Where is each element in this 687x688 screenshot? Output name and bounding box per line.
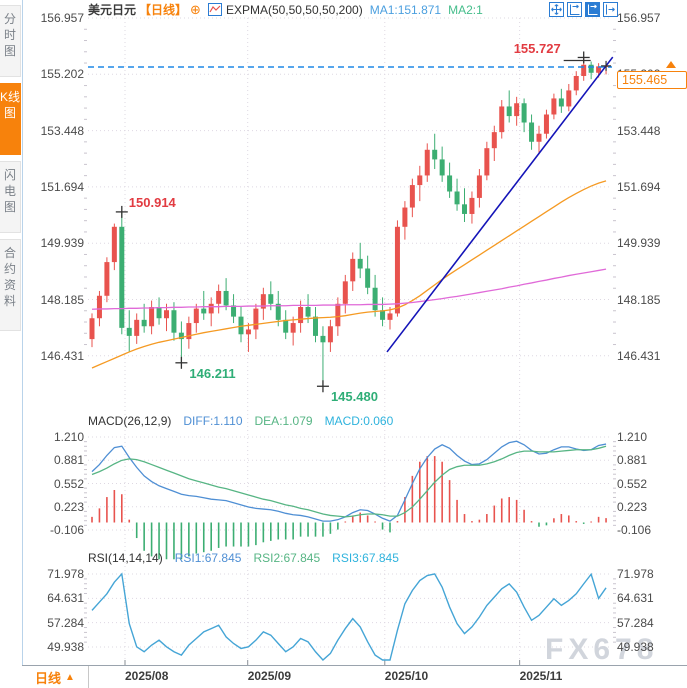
sidebar: 分时图 K线图 闪电图 合约资料 — [0, 0, 23, 687]
main-y-axis-label: 148.185 — [617, 292, 661, 307]
price-marker-label: 146.211 — [189, 365, 236, 381]
indicator-label: EXPMA(50,50,50,50,200) — [225, 2, 363, 17]
main-y-axis-label: 146.431 — [617, 348, 661, 363]
period-tag: 【日线】 — [139, 3, 188, 17]
macd-y-axis-label: 1.210 — [53, 430, 84, 444]
macd-header: MACD(26,12,9) DIFF:1.110 DEA:1.079 MACD:… — [88, 414, 393, 428]
macd-y-axis-label: -0.106 — [617, 523, 652, 537]
sidebar-tab-contract-info[interactable]: 合约资料 — [0, 239, 21, 331]
rsi-y-axis-label: 57.284 — [47, 615, 84, 630]
x-axis-label: 2025/09 — [247, 669, 292, 683]
chart-toolbar — [549, 2, 618, 17]
rsi-y-axis-label: 49.938 — [617, 639, 654, 654]
main-y-axis-label: 151.694 — [40, 179, 84, 194]
main-y-axis-label: 156.957 — [617, 11, 661, 25]
macd-y-axis-label: 0.223 — [53, 499, 84, 514]
rsi-y-axis-label: 71.978 — [47, 567, 84, 581]
macd-diff-value: DIFF:1.110 — [183, 414, 243, 428]
macd-y-axis-label: -0.106 — [49, 523, 84, 537]
rsi-y-axis-label: 57.284 — [617, 615, 654, 630]
macd-value: MACD:0.060 — [324, 414, 394, 428]
main-y-axis-label: 149.939 — [40, 236, 84, 251]
main-y-axis-label: 156.957 — [40, 11, 84, 25]
main-y-axis-label: 155.202 — [40, 67, 84, 82]
x-axis-label: 2025/10 — [384, 669, 429, 683]
x-axis-scale-icon[interactable] — [567, 2, 582, 17]
macd-y-axis-label: 0.881 — [53, 453, 84, 468]
ma2-value: MA2:1 — [448, 2, 483, 17]
rsi2-value: RSI2:67.845 — [253, 551, 321, 565]
main-y-axis-label: 153.448 — [617, 123, 661, 138]
sidebar-tab-kline[interactable]: K线图 — [0, 83, 21, 155]
pan-tool-icon[interactable] — [549, 2, 564, 17]
last-price-box: 155.465 — [617, 70, 687, 89]
macd-dea-value: DEA:1.079 — [254, 414, 313, 428]
main-y-axis-label: 148.185 — [40, 292, 84, 307]
period-selector-label: 日线 — [35, 670, 62, 686]
add-indicator-icon[interactable]: ⊕ — [190, 1, 201, 17]
macd-y-axis-label: 0.223 — [617, 499, 648, 514]
rsi-y-axis-label: 64.631 — [617, 591, 654, 606]
rsi-title: RSI(14,14,14) — [88, 551, 163, 565]
period-up-arrow-icon: ▲ — [65, 671, 75, 683]
main-y-axis-label: 151.694 — [617, 179, 661, 194]
price-marker-label: 145.480 — [330, 389, 378, 405]
y-axis-scale-icon[interactable] — [585, 2, 600, 17]
x-axis-label: 2025/11 — [519, 669, 563, 683]
main-y-axis-label: 146.431 — [40, 348, 84, 363]
macd-y-axis-label: 1.210 — [617, 430, 648, 444]
ma1-value: MA1:151.871 — [369, 2, 442, 17]
macd-y-axis-label: 0.552 — [617, 476, 648, 491]
watermark: FX678 — [545, 633, 659, 666]
rsi-y-axis-label: 49.938 — [47, 639, 84, 654]
sidebar-tab-timeline[interactable]: 分时图 — [0, 5, 21, 77]
sidebar-tab-flash[interactable]: 闪电图 — [0, 161, 21, 233]
rsi-y-axis-label: 71.978 — [617, 567, 654, 581]
symbol-name: 美元日元 — [88, 3, 137, 17]
chart-header: 美元日元 【日线】 ⊕ EXPMA(50,50,50,50,200) MA1:151… — [88, 1, 483, 18]
macd-y-axis-label: 0.552 — [53, 476, 84, 491]
main-y-axis-label: 153.448 — [40, 123, 84, 138]
price-marker-label: 150.914 — [128, 194, 176, 210]
rsi-y-axis-label: 64.631 — [47, 591, 84, 606]
period-selector[interactable]: 日线 ▲ — [22, 666, 89, 688]
collapse-panel-icon[interactable] — [603, 2, 618, 17]
rsi-header: RSI(14,14,14) RSI1:67.845 RSI2:67.845 RS… — [88, 551, 399, 565]
x-axis-bar: 日线 ▲ — [22, 665, 687, 688]
main-y-axis-label: 149.939 — [617, 236, 661, 251]
x-axis-label: 2025/08 — [125, 669, 169, 683]
macd-y-axis-label: 0.881 — [617, 453, 648, 468]
price-marker-label: 155.727 — [513, 41, 561, 57]
macd-title: MACD(26,12,9) — [88, 414, 172, 428]
rsi1-value: RSI1:67.845 — [174, 551, 242, 565]
indicator-chart-icon — [207, 3, 222, 16]
price-up-arrow-icon — [666, 60, 676, 68]
rsi3-value: RSI3:67.845 — [332, 551, 399, 565]
